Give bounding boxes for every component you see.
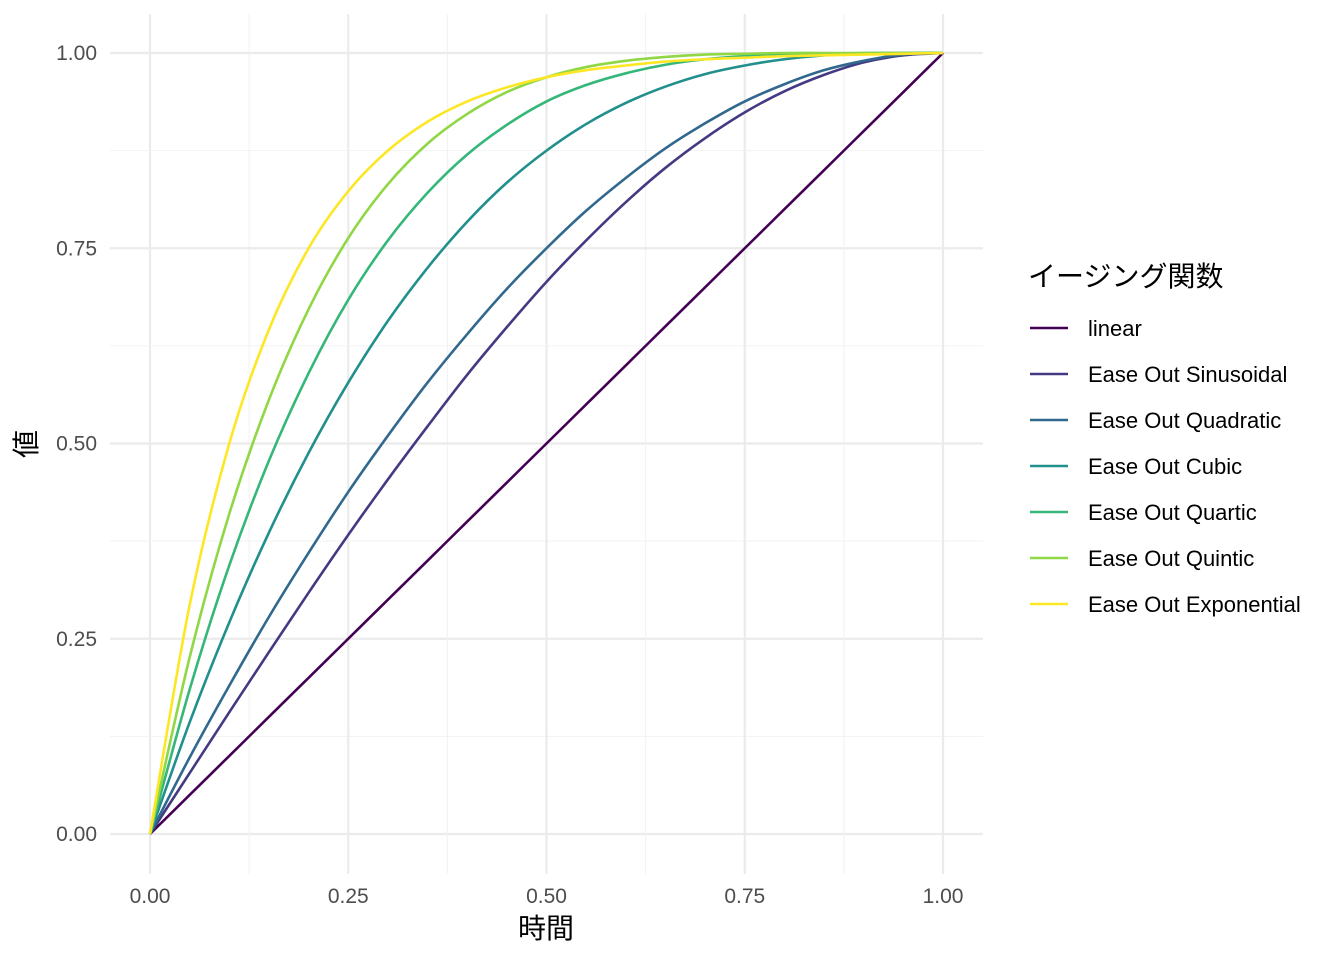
legend-label-ease-out-cubic: Ease Out Cubic [1088,454,1242,479]
legend-title: イージング関数 [1028,261,1223,292]
x-tick-label: 0.25 [328,885,369,908]
x-tick-label: 1.00 [923,885,964,908]
series-line-ease-out-quadratic [148,51,944,835]
series-lines [148,51,944,835]
series-line-ease-out-quintic [148,51,943,835]
legend-items: linear Ease Out Sinusoidal Ease Out Quadra… [1030,316,1301,617]
y-tick-label: 0.00 [56,823,97,846]
series-line-ease-out-sinusoidal [148,51,944,835]
axes: 0.00 0.25 0.50 0.75 1.00 0.00 0.25 0.50 0.75 1.0… [11,42,963,944]
legend-label-ease-out-quartic: Ease Out Quartic [1088,500,1257,525]
series-line-ease-out-cubic [148,51,944,835]
y-axis-title: 値 [11,430,42,458]
x-axis-ticks: 0.00 0.25 0.50 0.75 1.00 [130,885,964,908]
y-tick-label: 0.75 [56,237,97,260]
legend-label-ease-out-quadratic: Ease Out Quadratic [1088,408,1281,433]
y-tick-label: 0.50 [56,433,97,456]
x-tick-label: 0.00 [130,885,171,908]
series-line-linear [149,52,944,835]
y-axis-ticks: 0.00 0.25 0.50 0.75 1.00 [56,42,97,846]
legend-label-ease-out-quintic: Ease Out Quintic [1088,546,1254,571]
x-tick-label: 0.75 [724,885,765,908]
legend-label-ease-out-sinusoidal: Ease Out Sinusoidal [1088,362,1287,387]
x-tick-label: 0.50 [526,885,567,908]
x-axis-title: 時間 [518,913,574,944]
legend-label-linear: linear [1088,316,1142,341]
legend: イージング関数 linear Ease Out Sinusoidal Ease Ou… [1028,261,1301,617]
series-line-ease-out-exponential [148,51,944,835]
legend-label-ease-out-exponential: Ease Out Exponential [1088,592,1301,617]
y-tick-label: 0.25 [56,628,97,651]
y-tick-label: 1.00 [56,42,97,65]
